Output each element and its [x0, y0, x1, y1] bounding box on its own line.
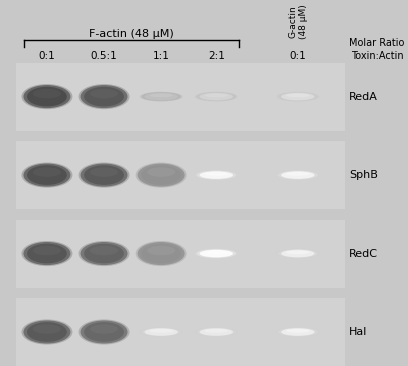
Ellipse shape: [197, 328, 236, 336]
Ellipse shape: [27, 87, 67, 107]
Ellipse shape: [140, 92, 182, 101]
Ellipse shape: [204, 250, 228, 254]
Ellipse shape: [144, 93, 178, 100]
Ellipse shape: [140, 327, 182, 337]
Ellipse shape: [33, 89, 61, 98]
Ellipse shape: [135, 241, 186, 266]
Text: Molar Ratio
Toxin:Actin: Molar Ratio Toxin:Actin: [348, 38, 404, 61]
Ellipse shape: [137, 164, 184, 187]
Ellipse shape: [281, 250, 315, 257]
Ellipse shape: [135, 163, 186, 188]
Ellipse shape: [144, 328, 178, 336]
Ellipse shape: [200, 93, 233, 100]
Ellipse shape: [147, 167, 175, 177]
Ellipse shape: [204, 172, 228, 176]
Ellipse shape: [286, 329, 310, 333]
Ellipse shape: [286, 250, 310, 254]
Ellipse shape: [90, 89, 118, 98]
Ellipse shape: [24, 242, 70, 265]
Ellipse shape: [276, 92, 319, 101]
FancyBboxPatch shape: [16, 63, 345, 131]
Ellipse shape: [81, 321, 127, 344]
Ellipse shape: [33, 246, 61, 255]
Ellipse shape: [81, 85, 127, 108]
Ellipse shape: [278, 328, 317, 336]
Ellipse shape: [24, 85, 70, 108]
Ellipse shape: [195, 249, 237, 258]
Ellipse shape: [197, 249, 236, 258]
Text: 0.5:1: 0.5:1: [91, 51, 118, 61]
Ellipse shape: [276, 249, 319, 258]
Ellipse shape: [27, 322, 67, 342]
Ellipse shape: [27, 244, 67, 263]
Ellipse shape: [197, 92, 236, 101]
Ellipse shape: [81, 242, 127, 265]
Ellipse shape: [286, 172, 310, 176]
Ellipse shape: [286, 94, 310, 97]
Ellipse shape: [141, 165, 181, 185]
Ellipse shape: [204, 94, 228, 97]
Ellipse shape: [200, 328, 233, 336]
Ellipse shape: [84, 87, 124, 107]
Ellipse shape: [141, 244, 181, 263]
FancyBboxPatch shape: [16, 298, 345, 366]
Ellipse shape: [78, 84, 130, 109]
Ellipse shape: [78, 320, 130, 344]
Text: RedA: RedA: [349, 92, 378, 102]
Ellipse shape: [84, 165, 124, 185]
Ellipse shape: [78, 241, 130, 266]
Ellipse shape: [137, 242, 184, 265]
Ellipse shape: [147, 246, 175, 255]
Ellipse shape: [90, 167, 118, 177]
FancyBboxPatch shape: [16, 141, 345, 209]
Ellipse shape: [195, 92, 237, 101]
Ellipse shape: [22, 163, 73, 188]
Ellipse shape: [90, 246, 118, 255]
Ellipse shape: [22, 241, 73, 266]
Text: Hal: Hal: [349, 327, 367, 337]
Ellipse shape: [276, 170, 319, 180]
Text: 1:1: 1:1: [153, 51, 170, 61]
Ellipse shape: [33, 167, 61, 177]
Ellipse shape: [278, 249, 317, 258]
Ellipse shape: [84, 322, 124, 342]
Ellipse shape: [90, 324, 118, 334]
Ellipse shape: [149, 329, 173, 333]
Ellipse shape: [78, 163, 130, 188]
Ellipse shape: [281, 93, 315, 100]
Ellipse shape: [142, 328, 181, 336]
FancyBboxPatch shape: [16, 220, 345, 288]
Ellipse shape: [195, 327, 237, 337]
Ellipse shape: [84, 244, 124, 263]
Ellipse shape: [27, 165, 67, 185]
Text: RedC: RedC: [349, 249, 378, 258]
Ellipse shape: [22, 320, 73, 344]
Text: F-actin (48 μM): F-actin (48 μM): [89, 29, 174, 39]
Ellipse shape: [200, 171, 233, 179]
Ellipse shape: [204, 329, 228, 333]
Text: SphB: SphB: [349, 170, 378, 180]
Ellipse shape: [195, 170, 237, 180]
Ellipse shape: [24, 164, 70, 187]
Ellipse shape: [22, 84, 73, 109]
Text: 0:1: 0:1: [289, 51, 306, 61]
Ellipse shape: [281, 328, 315, 336]
Ellipse shape: [276, 327, 319, 337]
Ellipse shape: [142, 92, 181, 101]
Ellipse shape: [24, 321, 70, 344]
Ellipse shape: [281, 171, 315, 179]
Ellipse shape: [278, 92, 317, 101]
Ellipse shape: [197, 171, 236, 180]
Ellipse shape: [278, 171, 317, 180]
Text: 2:1: 2:1: [208, 51, 225, 61]
Text: 0:1: 0:1: [38, 51, 55, 61]
Ellipse shape: [149, 94, 173, 97]
Ellipse shape: [200, 250, 233, 257]
Text: G-actin
(48 μM): G-actin (48 μM): [288, 4, 308, 39]
Ellipse shape: [33, 324, 61, 334]
Ellipse shape: [81, 164, 127, 187]
